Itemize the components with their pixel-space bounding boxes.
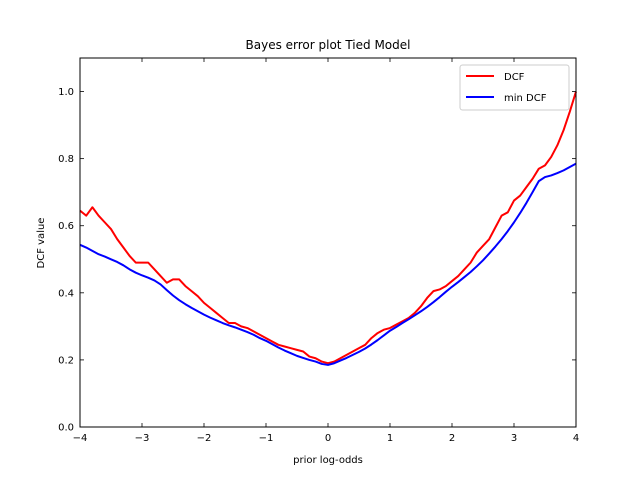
x-axis-title: prior log-odds <box>293 455 363 466</box>
y-tick-label: 0.4 <box>58 288 74 299</box>
y-tick-label: 0.0 <box>58 423 74 434</box>
x-tick-label: −2 <box>197 433 212 444</box>
x-tick-label: −3 <box>135 433 150 444</box>
x-tick-label: −1 <box>259 433 274 444</box>
series-line-min-dcf <box>79 162 577 366</box>
legend: DCF min DCF <box>459 64 570 111</box>
plot-area-frame <box>79 57 577 428</box>
chart-title: Bayes error plot Tied Model <box>246 38 411 52</box>
y-tick-label: 0.2 <box>58 355 74 366</box>
legend-label: DCF <box>504 72 525 83</box>
y-tick-label: 0.8 <box>58 154 74 165</box>
x-tick-label: 3 <box>511 433 517 444</box>
axis-ticks: −4 −3 −2 −1 0 1 2 3 4 0.0 0.2 0.4 0.6 0.8 1.0 <box>58 58 579 444</box>
x-tick-label: 2 <box>449 433 455 444</box>
y-tick-label: 1.0 <box>58 87 74 98</box>
x-tick-label: −4 <box>73 433 88 444</box>
legend-label: min DCF <box>504 93 547 104</box>
x-tick-label: 0 <box>325 433 331 444</box>
series-line-dcf <box>79 91 577 365</box>
y-tick-label: 0.6 <box>58 221 74 232</box>
x-tick-label: 1 <box>387 433 393 444</box>
y-axis-title: DCF value <box>36 218 47 269</box>
x-tick-label: 4 <box>573 433 579 444</box>
plot-lines <box>79 91 577 366</box>
